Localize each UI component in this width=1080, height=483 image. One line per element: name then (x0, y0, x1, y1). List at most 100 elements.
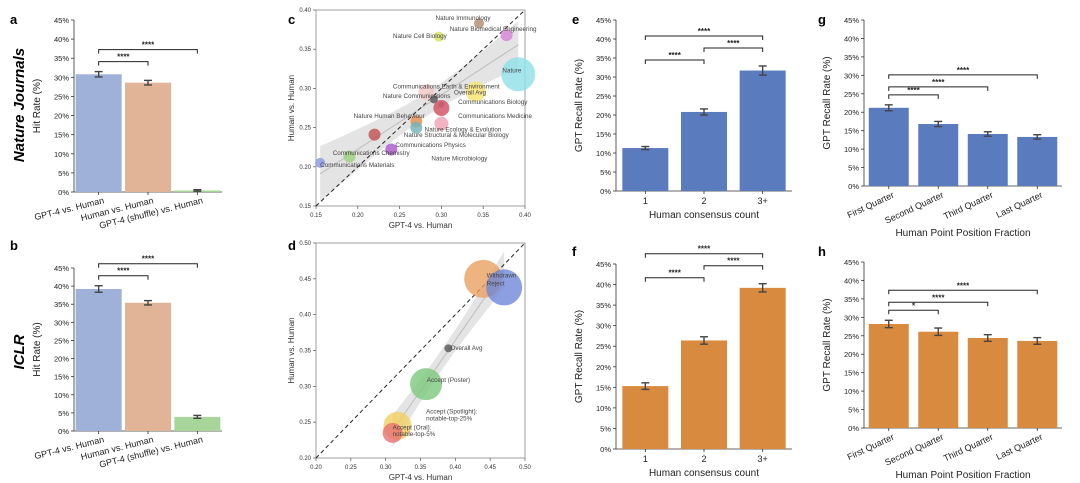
point-label: Nature Immunology (436, 15, 492, 22)
y-tick-label: 5% (600, 424, 611, 433)
y-tick-label: 10% (844, 387, 859, 396)
significance-bracket (888, 309, 939, 315)
significance-label: **** (932, 78, 945, 87)
y-tick-label: 15% (844, 369, 859, 378)
y-tick-label: 0.35 (299, 349, 311, 355)
bar (967, 337, 1008, 428)
point-label: Nature (502, 68, 521, 75)
y-tick-label: 30% (844, 313, 859, 322)
x-tick-label: Last Quarter (995, 190, 1045, 220)
identity-line (315, 9, 526, 207)
significance-bracket (644, 277, 705, 282)
y-tick-label: 0.35 (299, 47, 311, 53)
scatter-point (433, 100, 450, 116)
y-tick-label: 45% (54, 264, 69, 273)
bar-chart-panel-b: 0%5%10%15%20%25%30%35%40%45%GPT-4 vs. Hu… (32, 255, 222, 470)
point-label: Communications Materials (320, 162, 394, 169)
y-tick-label: 40% (596, 35, 611, 44)
bar (868, 107, 909, 186)
x-tick-label: 0.15 (310, 213, 322, 219)
significance-bracket (703, 47, 764, 52)
panel-letter: e (572, 12, 579, 27)
scatter-point (343, 150, 356, 163)
y-tick-label: 25% (596, 342, 611, 351)
y-tick-label: 5% (58, 409, 69, 418)
y-tick-label: 0.20 (299, 165, 311, 171)
y-tick-label: 45% (54, 16, 69, 25)
scatter-point (465, 81, 486, 102)
scatter-point (444, 344, 453, 353)
x-tick-label: 0.40 (449, 465, 461, 471)
bar (868, 323, 909, 428)
significance-label: * (912, 301, 916, 310)
point-label: Communications Medicine (458, 113, 532, 120)
bar (739, 70, 786, 191)
point-label: Nature Biomedical Engineering (450, 26, 537, 33)
bar (681, 111, 727, 191)
point-label: Nature Microbiology (431, 156, 488, 163)
row-label-nature: Nature Journals (11, 48, 28, 162)
y-tick-label: 0.20 (299, 456, 311, 462)
y-tick-label: 40% (54, 282, 69, 291)
x-tick-label: 2 (701, 196, 706, 206)
bar (967, 133, 1008, 186)
significance-bracket (98, 61, 149, 66)
x-tick-label: 0.20 (310, 465, 322, 471)
x-tick-label: 0.30 (380, 465, 392, 471)
panel-letter: f (572, 244, 577, 259)
y-axis-label: Human vs. Human (287, 317, 296, 383)
y-tick-label: 10% (596, 404, 611, 413)
y-tick-label: 45% (596, 16, 611, 25)
panel-letter: d (288, 238, 296, 253)
y-tick-label: 15% (596, 130, 611, 139)
point-label: notable-top-5% (393, 431, 436, 438)
confidence-band (320, 21, 519, 202)
point-label: Communications Physics (395, 142, 465, 149)
y-tick-label: 0% (600, 445, 611, 454)
significance-bracket (644, 253, 764, 258)
x-tick-label: Third Quarter (942, 432, 995, 464)
point-label: Overall Avg (450, 345, 483, 352)
y-tick-label: 35% (54, 54, 69, 63)
point-label: Overall Avg (454, 90, 487, 97)
scatter-point (474, 18, 485, 29)
point-label: Accept (Spotlight): (426, 409, 478, 416)
point-label: Nature Structural & Molecular Biology (404, 132, 510, 139)
scatter-chart-panel-c: 0.15 0.20 0.25 0.30 0.35 0.40 0.15 0.20 0.25 0.30… (287, 8, 537, 230)
y-tick-label: 20% (54, 112, 69, 121)
x-tick-label: Last Quarter (995, 432, 1045, 462)
significance-bracket (888, 94, 939, 99)
scatter-point (418, 84, 435, 101)
panel-letter: b (10, 238, 18, 253)
y-tick-label: 30% (54, 318, 69, 327)
bar (125, 82, 171, 192)
bar-chart-panel-f: 0% 5% 10% 15% 20% 25% 30% 35% 40% 45% 1 2 3+ **** ****… (574, 245, 792, 479)
point-label: notable-top-25% (426, 416, 473, 423)
y-tick-label: 30% (596, 322, 611, 331)
significance-label: **** (957, 281, 970, 290)
scatter-point (433, 31, 444, 42)
y-tick-label: 10% (54, 150, 69, 159)
y-tick-label: 45% (844, 258, 859, 267)
panel-letter: c (288, 12, 295, 27)
y-tick-label: 0% (58, 427, 69, 436)
y-axis-label: Human vs. Human (287, 75, 296, 141)
x-tick-label: 2 (701, 454, 706, 464)
bar (918, 124, 959, 186)
y-tick-label: 35% (54, 300, 69, 309)
x-tick-label: 1 (643, 454, 648, 464)
y-tick-label: 0% (600, 187, 611, 196)
y-tick-label: 10% (596, 149, 611, 158)
x-axis-label: Human Point Position Fraction (895, 228, 1030, 239)
bar (1017, 136, 1058, 186)
x-tick-label: 0.40 (519, 213, 531, 219)
y-tick-label: 20% (596, 111, 611, 120)
y-tick-label: 20% (596, 363, 611, 372)
point-label: Communications Chemistry (333, 150, 411, 157)
scatter-point (429, 95, 438, 104)
significance-bracket (644, 59, 705, 64)
significance-bracket (888, 289, 1038, 295)
significance-bracket (888, 74, 1038, 79)
bar (622, 148, 669, 191)
